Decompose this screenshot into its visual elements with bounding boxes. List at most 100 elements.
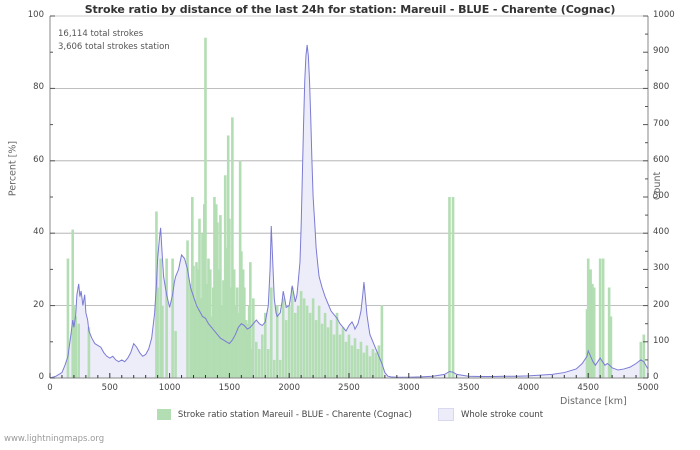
bar bbox=[305, 305, 309, 378]
x-tick-1000: 1000 bbox=[158, 383, 181, 393]
bar bbox=[365, 345, 369, 378]
y-tick-right-900: 900 bbox=[653, 46, 670, 57]
bar bbox=[161, 305, 164, 378]
y-tick-left-60: 60 bbox=[33, 154, 44, 165]
bar bbox=[228, 218, 231, 378]
y-tick-right-100: 100 bbox=[653, 335, 670, 346]
bar bbox=[347, 334, 351, 378]
bar bbox=[296, 305, 300, 378]
bar bbox=[380, 305, 384, 378]
bar bbox=[66, 258, 70, 378]
bar bbox=[210, 316, 213, 378]
bar bbox=[451, 197, 455, 378]
bar bbox=[377, 345, 381, 378]
y-tick-left-20: 20 bbox=[33, 299, 44, 310]
bar bbox=[326, 327, 330, 378]
bar bbox=[591, 283, 594, 378]
bar bbox=[74, 316, 78, 378]
y-tick-left-40: 40 bbox=[33, 227, 44, 238]
bar bbox=[231, 117, 234, 379]
bar bbox=[281, 298, 285, 378]
bar bbox=[255, 341, 258, 378]
bar bbox=[258, 349, 261, 378]
y-tick-left-0: 0 bbox=[38, 372, 44, 382]
x-axis-title: Distance [km] bbox=[560, 396, 627, 407]
y-tick-right-300: 300 bbox=[653, 263, 670, 274]
watermark: www.lightningmaps.org bbox=[4, 434, 105, 444]
bar bbox=[586, 258, 590, 378]
bar bbox=[448, 197, 451, 378]
bar bbox=[323, 312, 327, 378]
y-tick-left-100: 100 bbox=[27, 10, 44, 20]
y-tick-right-1000: 1000 bbox=[653, 10, 675, 20]
bar bbox=[362, 352, 366, 378]
y-tick-right-800: 800 bbox=[653, 82, 670, 93]
bar bbox=[219, 215, 222, 378]
bar bbox=[338, 334, 342, 378]
bar bbox=[246, 323, 249, 378]
bar bbox=[77, 323, 81, 378]
bar bbox=[359, 341, 363, 378]
bar bbox=[293, 312, 297, 378]
bar bbox=[249, 262, 252, 378]
x-tick-2000: 2000 bbox=[278, 383, 300, 393]
legend-whole-count-swatch bbox=[437, 408, 454, 421]
bar bbox=[192, 265, 195, 378]
bar bbox=[213, 197, 216, 378]
y-tick-left-80: 80 bbox=[33, 82, 44, 93]
legend-stroke-ratio[interactable]: Stroke ratio station Mareuil - BLUE - Ch… bbox=[156, 409, 412, 420]
bar bbox=[222, 280, 225, 378]
bar bbox=[243, 287, 246, 378]
bar bbox=[278, 359, 282, 378]
bar bbox=[356, 349, 360, 378]
legend-whole-count-label: Whole stroke count bbox=[460, 409, 544, 420]
bar bbox=[260, 334, 264, 378]
bar bbox=[240, 251, 243, 378]
bar bbox=[207, 258, 210, 378]
bar bbox=[299, 291, 303, 378]
bar bbox=[275, 305, 279, 378]
bar bbox=[344, 341, 348, 378]
x-tick-5000: 5000 bbox=[637, 383, 659, 393]
chart-title: Stroke ratio by distance of the last 24h… bbox=[84, 3, 616, 16]
legend-stroke-ratio-label: Stroke ratio station Mareuil - BLUE - Ch… bbox=[177, 409, 412, 420]
y-tick-right-0: 0 bbox=[653, 372, 659, 382]
annotation-total-strokes-station: 3,606 total strokes station bbox=[58, 42, 170, 52]
bar bbox=[642, 334, 646, 378]
bar bbox=[159, 258, 162, 378]
bar bbox=[171, 258, 174, 378]
bar bbox=[156, 287, 159, 378]
y-axis-left-title: Percent [%] bbox=[7, 140, 19, 197]
bar bbox=[174, 330, 177, 378]
x-tick-1500: 1500 bbox=[218, 383, 241, 393]
bar bbox=[607, 287, 611, 378]
bar bbox=[87, 327, 91, 378]
bar bbox=[598, 258, 602, 378]
whole-stroke-count-line bbox=[49, 44, 649, 379]
legend-whole-count[interactable]: Whole stroke count bbox=[437, 408, 544, 421]
x-tick-2500: 2500 bbox=[338, 383, 360, 393]
x-tick-4000: 4000 bbox=[517, 383, 540, 393]
bar bbox=[186, 240, 189, 378]
bar bbox=[592, 287, 596, 378]
bar bbox=[216, 222, 219, 378]
bar bbox=[189, 283, 192, 378]
bar bbox=[165, 258, 168, 378]
bar bbox=[601, 258, 605, 378]
bar bbox=[225, 247, 228, 378]
bar bbox=[371, 349, 375, 378]
y-tick-right-400: 400 bbox=[653, 227, 670, 238]
bar bbox=[311, 298, 315, 378]
bar bbox=[329, 320, 333, 378]
bar bbox=[195, 262, 198, 378]
bar bbox=[589, 269, 592, 378]
bar bbox=[320, 323, 324, 378]
bar bbox=[237, 312, 240, 378]
bar bbox=[609, 316, 613, 378]
bar bbox=[290, 287, 294, 378]
x-tick-500: 500 bbox=[101, 383, 118, 393]
bar bbox=[198, 218, 201, 378]
bar bbox=[284, 320, 288, 378]
